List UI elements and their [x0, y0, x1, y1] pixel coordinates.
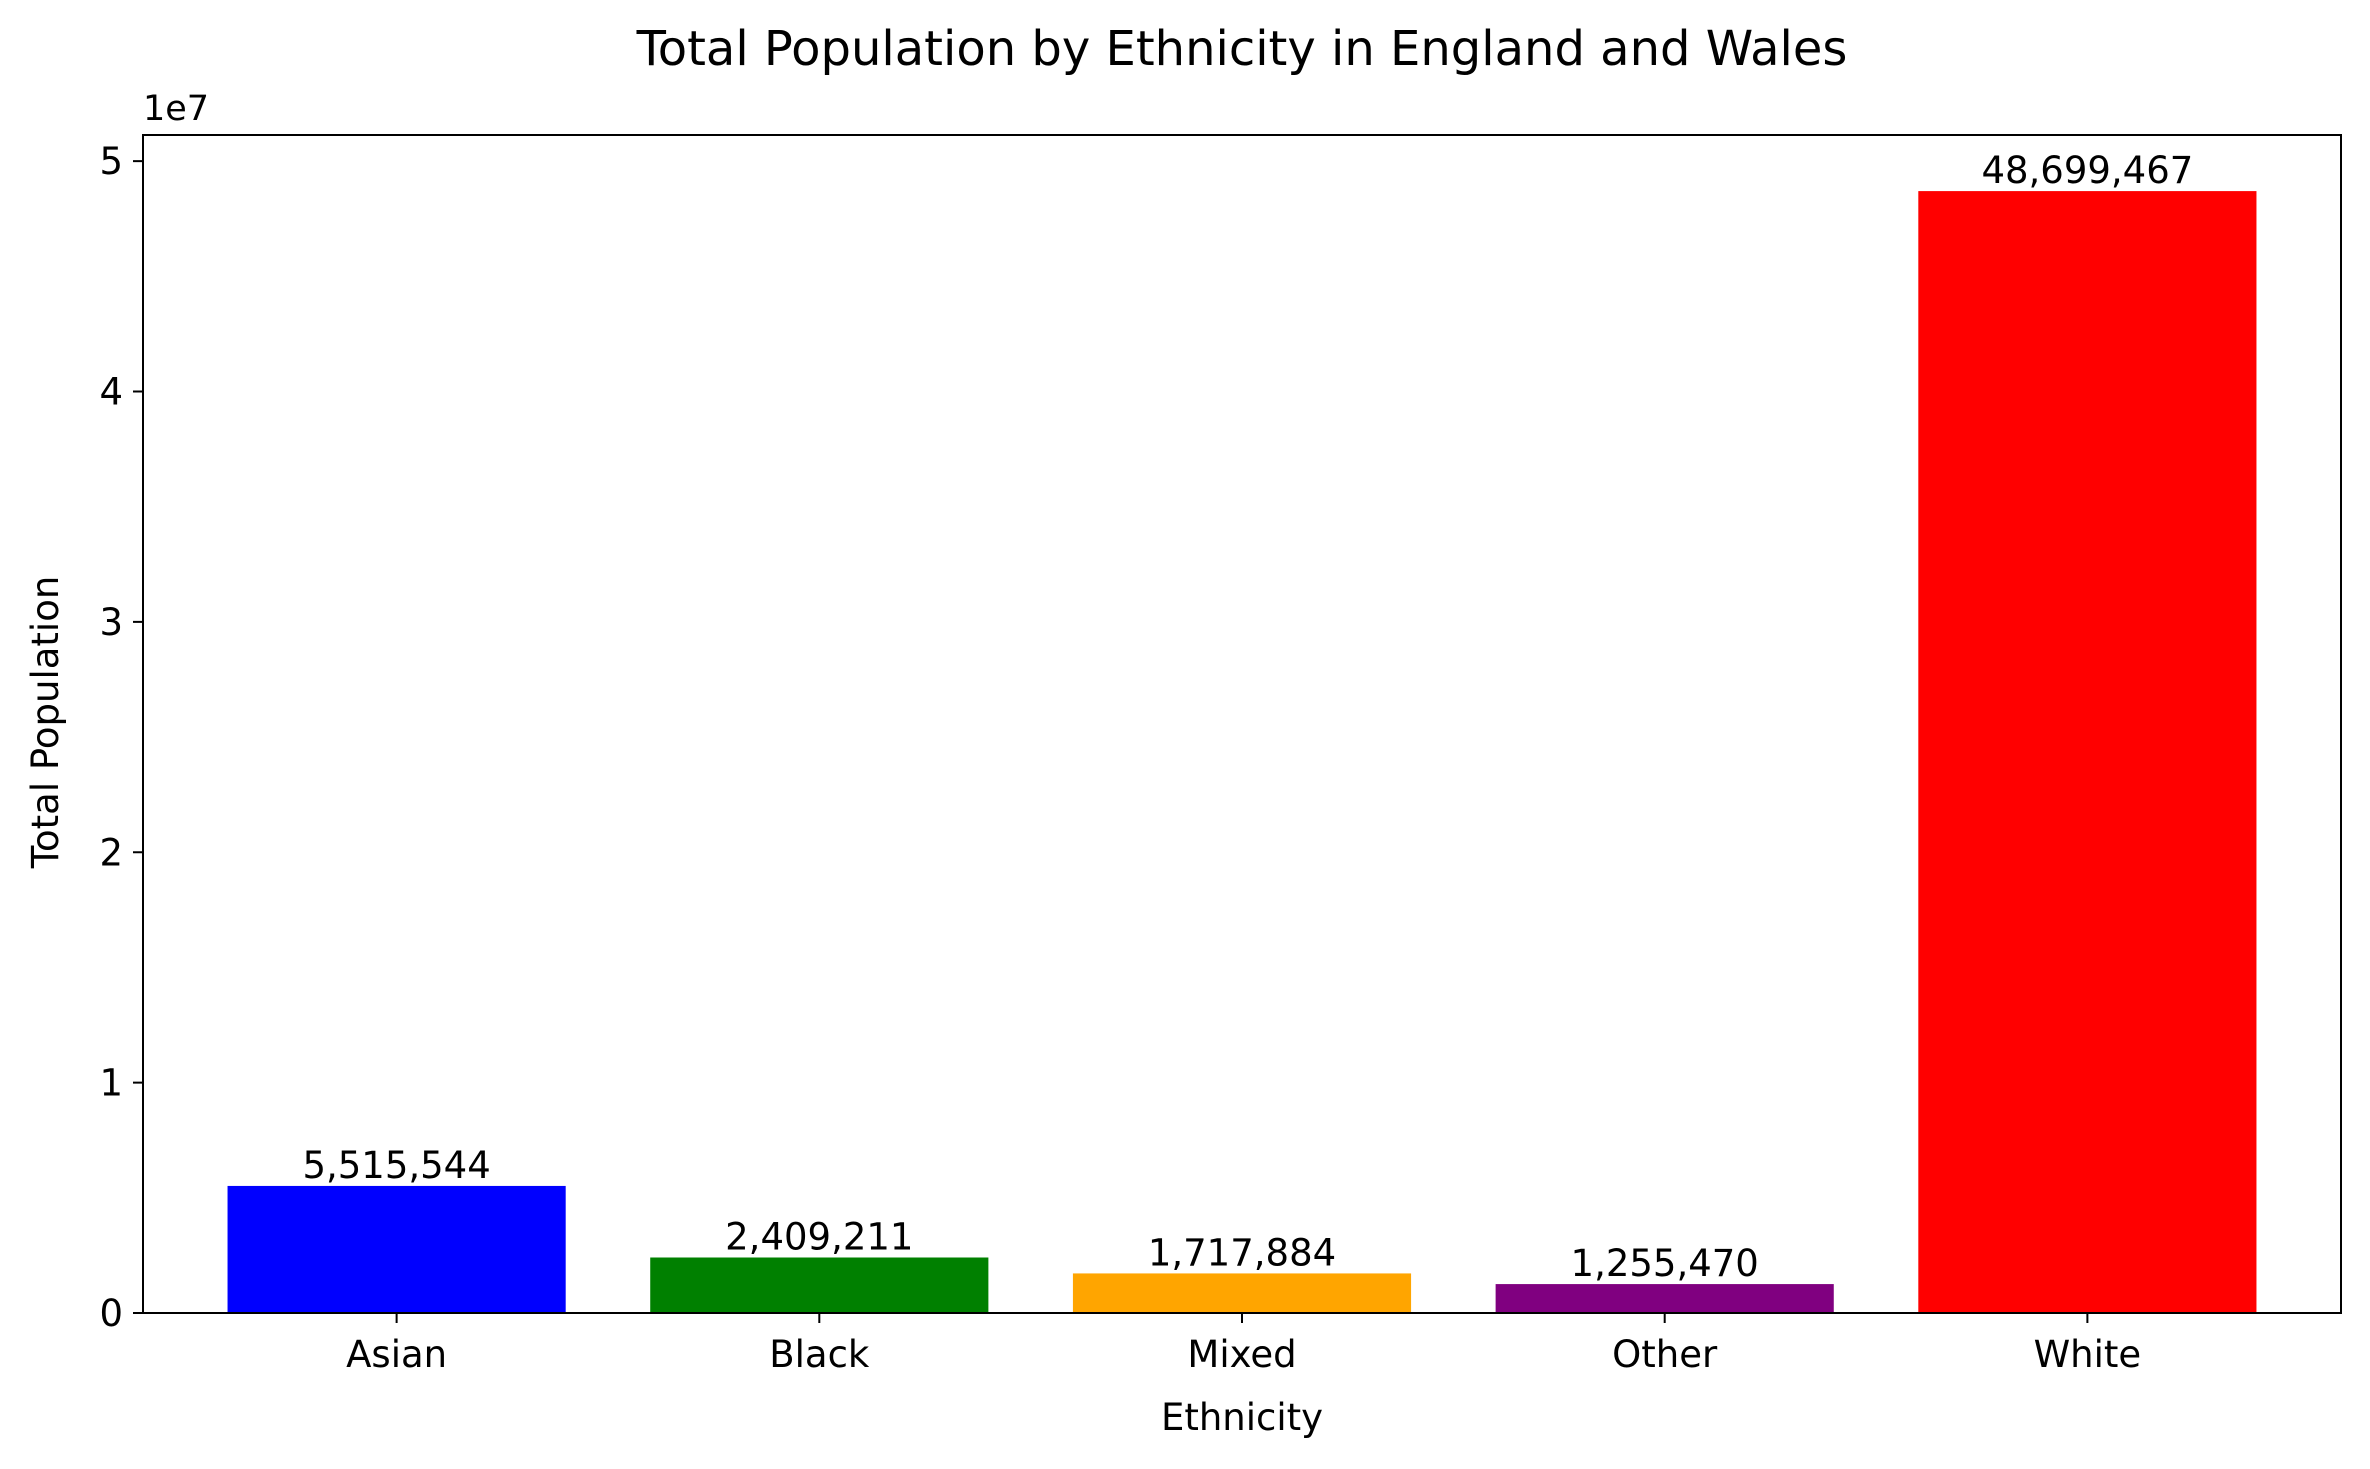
y-tick-label: 3 — [99, 601, 123, 644]
bar-other — [1495, 1284, 1834, 1313]
y-axis-label: Total Population — [24, 576, 67, 870]
y-axis-offset-label: 1e7 — [143, 89, 209, 129]
x-tick-label-mixed: Mixed — [1187, 1333, 1296, 1376]
bar-value-label-white: 48,699,467 — [1981, 149, 2193, 192]
bar-asian — [227, 1185, 566, 1313]
y-tick-label: 2 — [99, 831, 123, 874]
x-tick-label-other: Other — [1612, 1333, 1718, 1376]
bar-value-label-other: 1,255,470 — [1571, 1242, 1759, 1285]
bars-group — [227, 191, 2257, 1314]
y-tick-label: 0 — [99, 1292, 123, 1335]
x-axis-ticks: Asian Black Mixed Other White — [346, 1313, 2141, 1376]
x-tick-label-black: Black — [769, 1333, 870, 1376]
y-tick-label: 1 — [99, 1062, 123, 1105]
bar-white — [1918, 191, 2257, 1314]
plot-area-frame — [142, 134, 2342, 1314]
y-tick-label: 5 — [99, 140, 123, 183]
bar-mixed — [1072, 1273, 1412, 1313]
bar-value-label-black: 2,409,211 — [725, 1215, 913, 1258]
chart-title: Total Population by Ethnicity in England… — [636, 21, 1848, 77]
bar-value-label-asian: 5,515,544 — [302, 1144, 490, 1187]
x-tick-label-asian: Asian — [346, 1333, 447, 1376]
bar-black — [650, 1257, 989, 1313]
x-axis-label: Ethnicity — [1161, 1396, 1323, 1439]
y-tick-label: 4 — [99, 371, 123, 414]
bar-value-label-mixed: 1,717,884 — [1148, 1231, 1336, 1274]
x-tick-label-white: White — [2034, 1333, 2142, 1376]
y-axis-ticks: 0 1 2 3 4 5 — [99, 140, 143, 1335]
bar-value-labels: 5,515,544 2,409,211 1,717,884 1,255,470 48,6… — [302, 149, 2193, 1285]
